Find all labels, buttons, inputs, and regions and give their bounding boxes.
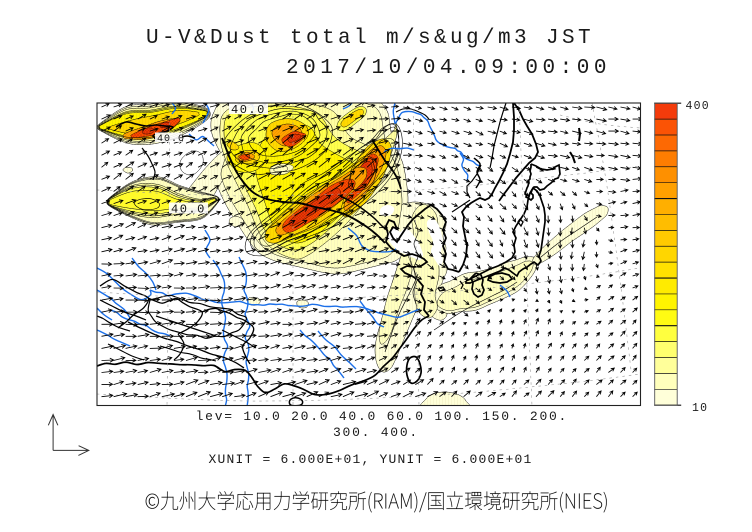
svg-text:40.0: 40.0 — [171, 203, 206, 217]
svg-text:40.0: 40.0 — [157, 134, 185, 145]
svg-text:40.0: 40.0 — [231, 103, 266, 117]
